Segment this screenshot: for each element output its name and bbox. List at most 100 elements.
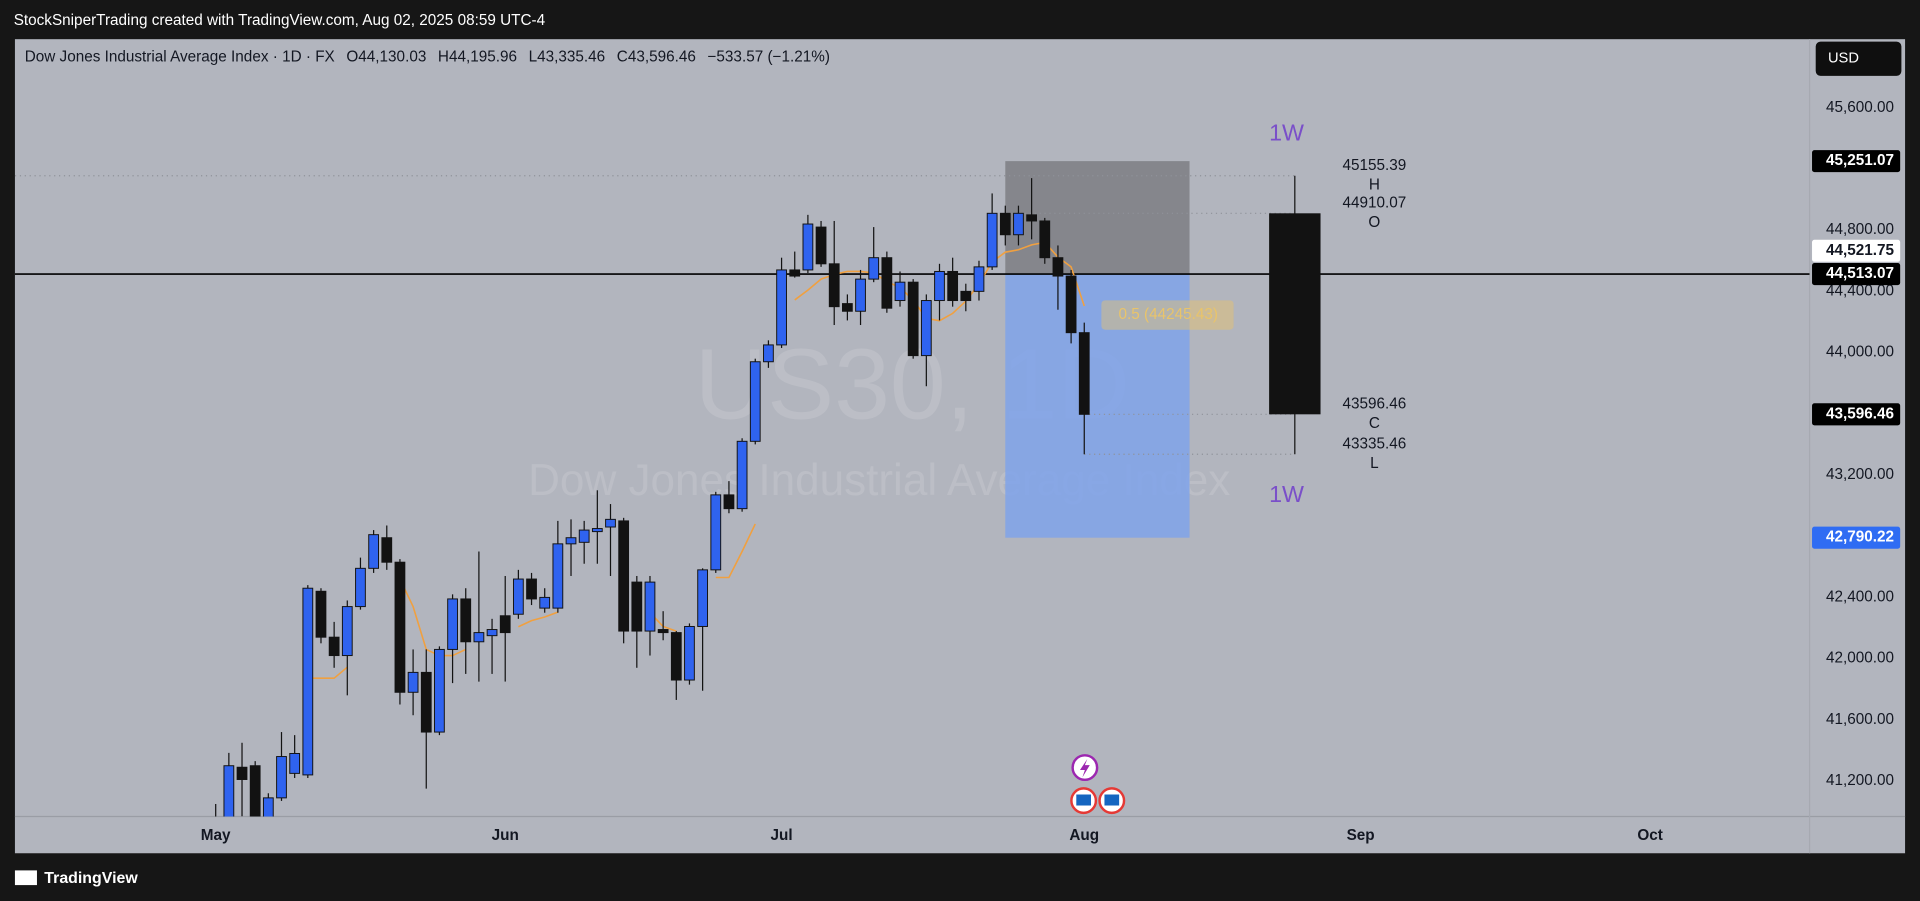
currency-button[interactable] [1815, 41, 1902, 76]
candle-body [578, 529, 590, 543]
candle-body [289, 752, 301, 774]
fib-label-box [1101, 300, 1234, 330]
weekly-value: 43335.46 [1342, 436, 1406, 453]
price-label-box [1812, 526, 1901, 549]
candle-body [407, 671, 419, 693]
candle-body [473, 632, 485, 643]
weekly-letter: C [1369, 415, 1380, 432]
candle-body [947, 270, 959, 302]
y-tick-label: 43,200.00 [1826, 466, 1894, 483]
candle-body [341, 606, 353, 657]
currency-label: USD [1828, 51, 1859, 67]
candle-body [644, 581, 656, 632]
candle-body [855, 278, 866, 312]
legend-close: C43,596.46 [617, 49, 696, 66]
y-tick-label: 45,600.00 [1826, 99, 1894, 116]
weekly-tag: 1W [1269, 119, 1304, 145]
candle-body [381, 537, 393, 563]
candle-body [512, 578, 524, 615]
axes: 45,600.00 44,800.00 44,400.00 44,000.00 43,2… [201, 99, 1901, 844]
price-label-box [1812, 403, 1901, 426]
legend: Dow Jones Industrial Average Index · 1D … [25, 49, 830, 66]
candle-body [934, 270, 945, 302]
candle-body [1039, 220, 1051, 259]
y-tick-label: 44,800.00 [1826, 221, 1894, 238]
weekly-letter: O [1368, 214, 1380, 231]
legend-high: H44,195.96 [438, 49, 517, 66]
candle-body [841, 303, 853, 312]
legend-open: O44,130.03 [346, 49, 426, 66]
candle-body [605, 518, 616, 528]
candle-body [881, 257, 893, 309]
legend-low: L43,335.46 [529, 49, 606, 66]
price-label: 45,251.07 [1826, 152, 1894, 169]
y-tick-label: 41,600.00 [1826, 711, 1894, 728]
candle-body [434, 648, 445, 733]
event-icon-glyph [1079, 758, 1090, 778]
candle-body [815, 226, 827, 265]
price-label-box [1812, 239, 1901, 262]
price-label: 43,596.46 [1826, 405, 1894, 422]
y-tick-label: 44,000.00 [1826, 344, 1894, 361]
candle-body [486, 629, 498, 637]
candle-body [657, 629, 669, 634]
candle-body [1078, 332, 1090, 415]
candle-body [723, 494, 735, 510]
candle-body [262, 797, 274, 817]
candle-body [591, 528, 603, 533]
candle-body [1013, 212, 1024, 236]
candle-body [894, 281, 906, 302]
weekly-tag: 1W [1269, 481, 1304, 507]
legend-title: Dow Jones Industrial Average Index · 1D … [25, 49, 335, 66]
fib-label: 0.5 (44245.43) [1119, 306, 1219, 323]
candle-body [394, 561, 406, 693]
candle-body [499, 615, 511, 634]
candle-body [999, 212, 1011, 236]
x-tick-label: Aug [1069, 827, 1099, 844]
candle-body [973, 266, 985, 292]
candle-body [631, 581, 643, 632]
y-tick-label: 42,000.00 [1826, 650, 1894, 667]
candle-body [684, 625, 695, 681]
chart-panel [14, 39, 1906, 854]
candle-body [802, 223, 814, 271]
candle-body [460, 598, 472, 643]
candle-body [1026, 214, 1038, 222]
candle-body [447, 598, 458, 650]
candle-body [315, 590, 327, 638]
candle-body [565, 537, 577, 545]
candle-body [618, 520, 630, 632]
zone [1005, 274, 1190, 538]
price-label-box [1812, 150, 1901, 173]
legend-change: −533.57 (−1.21%) [707, 49, 829, 66]
candle-body [907, 281, 919, 357]
candle-body [1052, 257, 1064, 277]
weekly-value: 45155.39 [1342, 157, 1406, 174]
price-label: 42,790.22 [1826, 529, 1894, 546]
weekly-value: 43596.46 [1342, 396, 1406, 413]
flag [1104, 794, 1120, 806]
candle-body [960, 290, 972, 302]
event-icons[interactable] [1070, 754, 1126, 815]
candle-body [868, 257, 880, 280]
y-tick-label: 42,400.00 [1826, 588, 1894, 605]
candle-body [420, 671, 432, 733]
footer-logo [14, 870, 37, 886]
candle-body [276, 756, 287, 799]
candle-body [368, 534, 380, 569]
candle-body [920, 300, 932, 357]
footer-brand: TradingView [44, 870, 138, 887]
weekly-letter: L [1370, 455, 1379, 472]
candle-body [552, 543, 564, 609]
candle-body [223, 765, 235, 817]
candle-body [828, 263, 840, 308]
candle-body [539, 596, 551, 609]
candle-body [736, 440, 748, 510]
candle-body [1065, 275, 1077, 334]
price-label: 44,513.07 [1826, 265, 1894, 282]
candle-body [526, 578, 537, 600]
attribution: StockSniperTrading created with TradingV… [14, 12, 546, 29]
y-tick-label: 41,200.00 [1826, 772, 1894, 789]
